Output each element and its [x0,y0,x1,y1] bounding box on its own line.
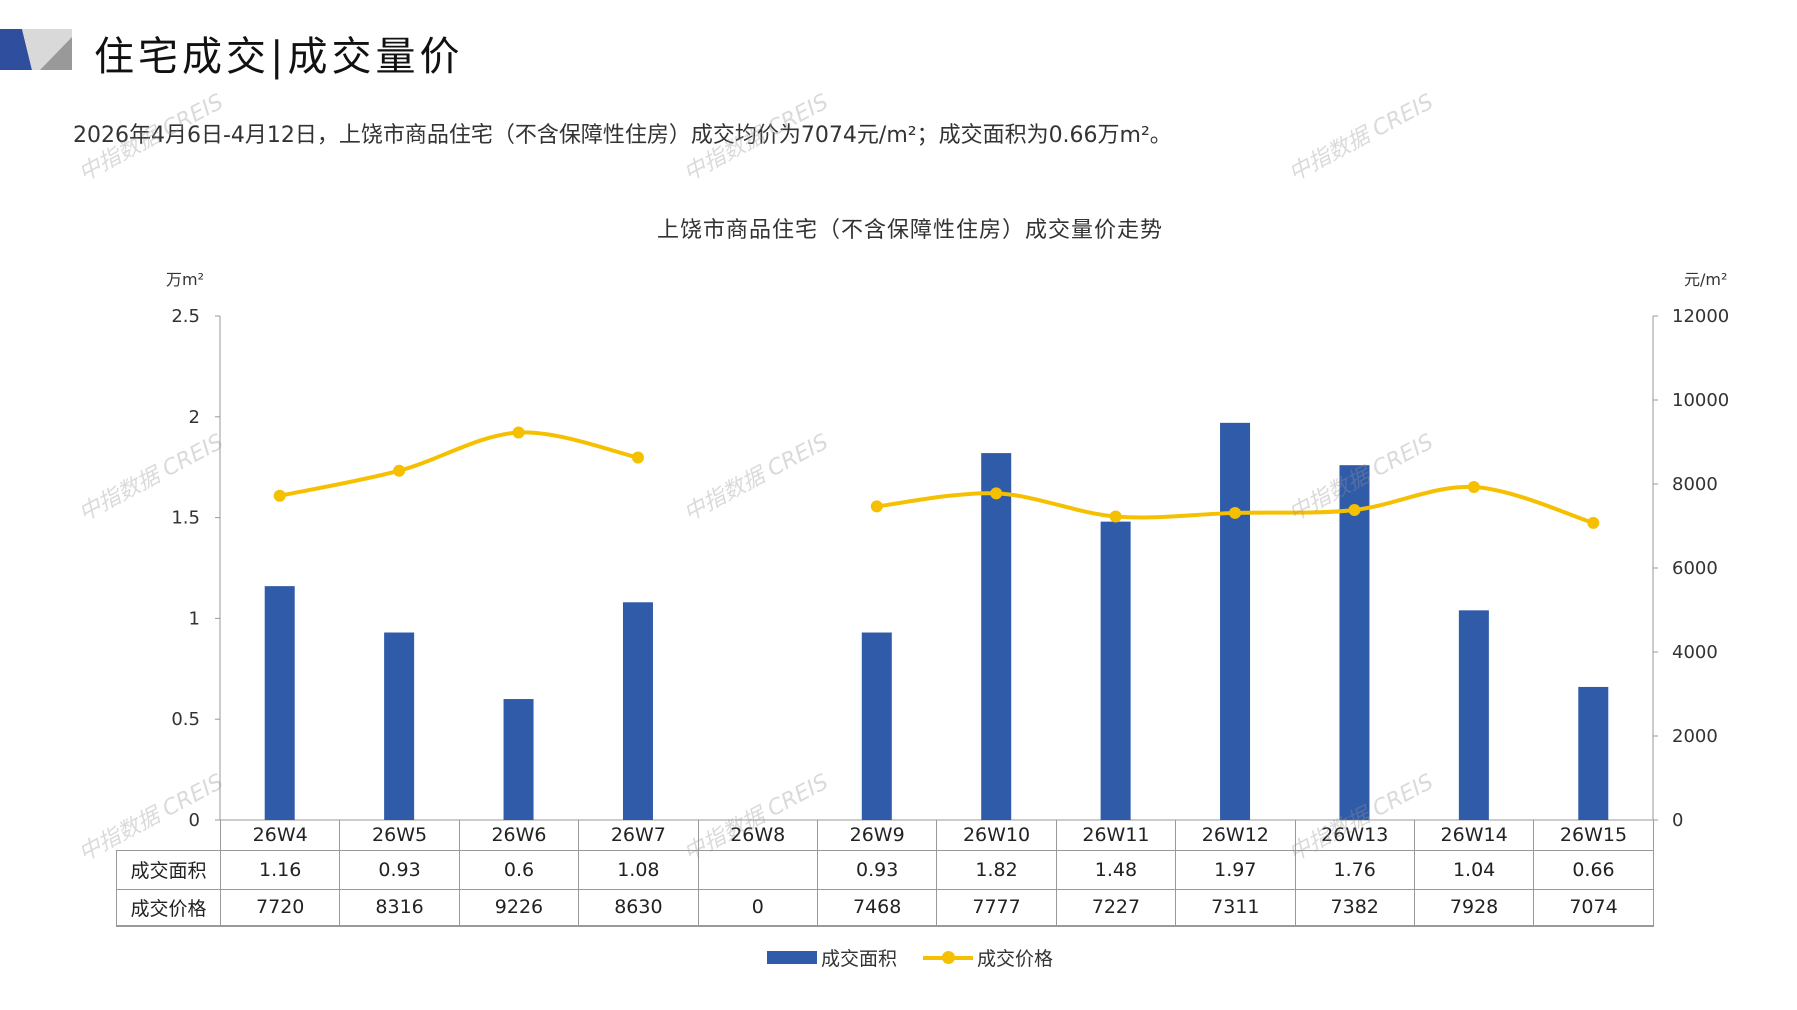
price-value-cell: 7928 [1413,888,1535,927]
price-point [273,489,286,502]
category-label: 26W11 [1055,820,1177,851]
category-label: 26W5 [339,820,460,851]
area-bar [1220,422,1251,820]
area-bar [1578,686,1609,820]
right-tick-label: 2000 [1672,726,1718,747]
area-value-cell: 1.16 [219,849,341,890]
price-point [870,500,883,513]
area-bar [1458,610,1489,820]
area-value-cell [697,849,818,890]
left-tick-label: 0.5 [171,709,200,730]
area-value-cell: 0.93 [816,849,938,890]
category-label: 26W9 [816,820,938,851]
area-bar [622,602,653,820]
right-tick-label: 4000 [1672,642,1718,663]
category-label: 26W6 [458,820,580,851]
legend-line-swatch [923,950,973,964]
right-tick-label: 8000 [1672,474,1718,495]
area-value-cell: 0.66 [1533,849,1654,890]
area-bar [981,453,1012,820]
legend-label-price: 成交价格 [977,948,1054,970]
category-label: 26W10 [936,820,1057,851]
area-bar [264,586,295,820]
price-value-cell: 7777 [936,888,1057,927]
price-point [393,464,406,477]
price-value-cell: 7227 [1055,888,1177,927]
area-bar [1100,521,1131,820]
left-tick-label: 1.5 [171,508,200,529]
price-value-cell: 7720 [219,888,341,927]
chart-legend: 成交面积 成交价格 [0,944,1797,971]
legend-item-area[interactable]: 成交面积 [766,944,897,971]
right-tick-label: 0 [1672,810,1683,831]
price-point [512,426,525,439]
area-value-cell: 1.08 [578,849,699,890]
left-tick-label: 2 [189,407,200,428]
area-value-cell: 1.82 [936,849,1057,890]
price-value-cell: 7382 [1294,888,1415,927]
price-point [1467,481,1480,494]
area-bar [503,699,534,820]
price-value-cell: 7074 [1533,888,1654,927]
price-point [990,487,1003,500]
area-bar [1339,465,1370,820]
price-point [1229,506,1242,519]
legend-label-area: 成交面积 [820,948,897,970]
price-line [279,430,639,498]
price-value-cell: 7311 [1175,888,1296,927]
category-label: 26W15 [1533,820,1654,851]
area-bar [861,632,892,820]
right-tick-label: 12000 [1672,306,1729,327]
area-value-cell: 0.6 [458,849,580,890]
price-value-cell: 7468 [816,888,938,927]
area-value-cell: 0.93 [339,849,460,890]
right-axis-unit: 元/m² [1684,270,1728,289]
price-value-cell: 9226 [458,888,580,927]
price-value-cell: 0 [697,888,818,927]
row-header-area: 成交面积 [116,849,221,890]
brand-logo [0,29,72,70]
price-value-cell: 8630 [578,888,699,927]
data-table: 26W4 26W5 26W6 26W7 26W8 26W9 26W10 26W11 26W12 2… [116,820,1654,927]
legend-bar-swatch [766,951,817,964]
right-tick-label: 10000 [1672,390,1729,411]
page-title: 住宅成交|成交量价 [94,34,464,80]
category-label: 26W12 [1175,820,1296,851]
area-bar [384,632,415,820]
left-tick-label: 1 [189,608,200,629]
price-point [1348,503,1361,516]
price-point [631,451,644,464]
left-tick-label: 2.5 [171,306,200,327]
price-point [1587,516,1600,529]
price-point [1109,510,1122,523]
chart-title: 上饶市商品住宅（不含保障性住房）成交量价走势 [656,218,1163,243]
left-axis-unit: 万m² [166,270,205,289]
category-label: 26W14 [1413,820,1535,851]
area-value-cell: 1.04 [1413,849,1535,890]
summary-text: 2026年4月6日-4月12日，上饶市商品住宅（不含保障性住房）成交均价为707… [73,123,1172,148]
category-label: 26W13 [1294,820,1415,851]
row-header-price: 成交价格 [116,888,221,927]
right-tick-label: 6000 [1672,558,1718,579]
legend-item-price[interactable]: 成交价格 [923,944,1053,971]
area-value-cell: 1.97 [1175,849,1296,890]
area-value-cell: 1.48 [1055,849,1177,890]
category-label: 26W4 [219,820,341,851]
price-value-cell: 8316 [339,888,460,927]
